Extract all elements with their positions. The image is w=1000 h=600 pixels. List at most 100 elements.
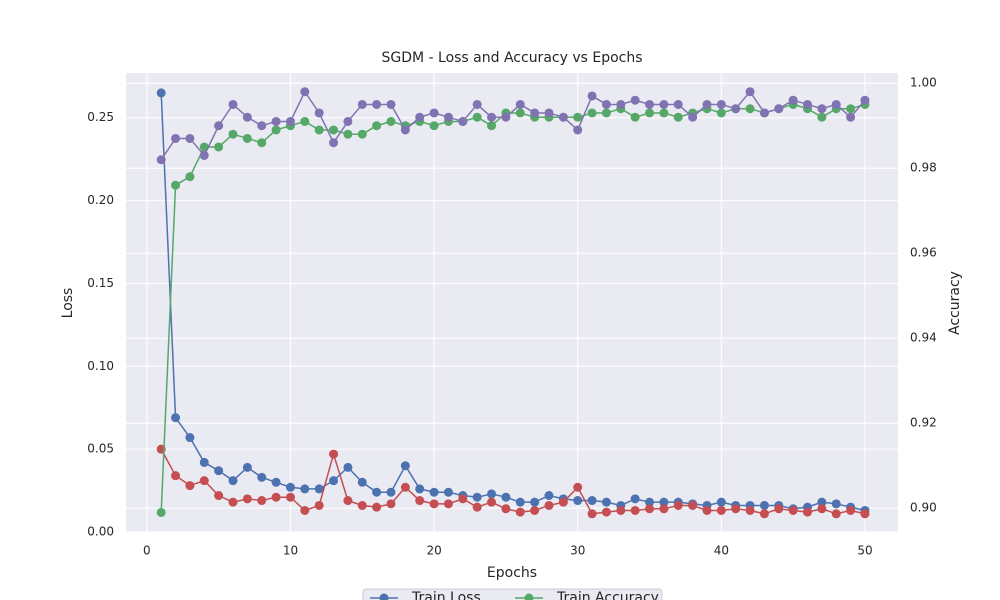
x-tick-label: 30	[570, 544, 585, 558]
point	[803, 507, 813, 517]
point	[242, 112, 252, 122]
point	[242, 494, 252, 504]
point	[386, 487, 396, 497]
point	[745, 104, 755, 114]
point	[271, 492, 281, 502]
y2-axis-label: Accuracy	[947, 271, 963, 335]
point	[515, 507, 525, 517]
point	[544, 491, 554, 501]
point	[788, 505, 798, 515]
point	[343, 462, 353, 472]
point	[171, 133, 181, 143]
point	[271, 125, 281, 135]
legend-label: Train Accuracy	[556, 590, 659, 600]
y2-tick-label: 0.94	[910, 331, 937, 345]
legend-label: Train Loss	[411, 590, 481, 600]
point	[285, 116, 295, 126]
y-tick-label: 0.00	[87, 525, 114, 539]
point	[759, 108, 769, 118]
point	[630, 494, 640, 504]
point	[515, 99, 525, 109]
point	[487, 489, 497, 499]
point	[285, 482, 295, 492]
point	[185, 481, 195, 491]
point	[731, 504, 741, 514]
point	[831, 509, 841, 519]
point	[415, 112, 425, 122]
point	[329, 138, 339, 148]
point	[458, 116, 468, 126]
point	[386, 499, 396, 509]
point	[530, 505, 540, 515]
point	[515, 497, 525, 507]
point	[673, 500, 683, 510]
point	[271, 477, 281, 487]
point	[601, 99, 611, 109]
point	[386, 116, 396, 126]
point	[314, 108, 324, 118]
point	[659, 99, 669, 109]
point	[472, 502, 482, 512]
point	[156, 155, 166, 165]
point	[688, 500, 698, 510]
point	[759, 500, 769, 510]
point	[558, 112, 568, 122]
point	[443, 112, 453, 122]
point	[214, 466, 224, 476]
point	[242, 133, 252, 143]
x-tick-label: 10	[283, 544, 298, 558]
point	[228, 129, 238, 139]
point	[659, 108, 669, 118]
point	[716, 497, 726, 507]
point	[515, 108, 525, 118]
point	[228, 99, 238, 109]
point	[372, 502, 382, 512]
point	[214, 491, 224, 501]
point	[372, 487, 382, 497]
point	[487, 121, 497, 131]
point	[630, 505, 640, 515]
point	[300, 505, 310, 515]
point	[429, 499, 439, 509]
point	[544, 108, 554, 118]
point	[357, 129, 367, 139]
point	[357, 99, 367, 109]
point	[587, 496, 597, 506]
point	[156, 88, 166, 98]
point	[257, 138, 267, 148]
x-axis-label: Epochs	[487, 565, 537, 581]
point	[472, 99, 482, 109]
point	[860, 95, 870, 105]
point	[185, 433, 195, 443]
x-tick-label: 0	[143, 544, 151, 558]
point	[199, 457, 209, 467]
point	[645, 99, 655, 109]
y-tick-label: 0.05	[87, 442, 114, 456]
point	[831, 99, 841, 109]
point	[458, 494, 468, 504]
point	[601, 108, 611, 118]
point	[300, 484, 310, 494]
point	[314, 125, 324, 135]
point	[400, 461, 410, 471]
point	[616, 99, 626, 109]
point	[357, 500, 367, 510]
point	[185, 172, 195, 182]
point	[257, 496, 267, 506]
point	[645, 497, 655, 507]
point	[372, 99, 382, 109]
point	[343, 496, 353, 506]
point	[630, 95, 640, 105]
point	[673, 99, 683, 109]
point	[415, 496, 425, 506]
point	[314, 500, 324, 510]
point	[429, 487, 439, 497]
point	[472, 492, 482, 502]
x-tick-label: 40	[714, 544, 729, 558]
point	[530, 497, 540, 507]
y2-tick-label: 0.98	[910, 161, 937, 175]
point	[745, 87, 755, 97]
point	[558, 497, 568, 507]
point	[716, 108, 726, 118]
